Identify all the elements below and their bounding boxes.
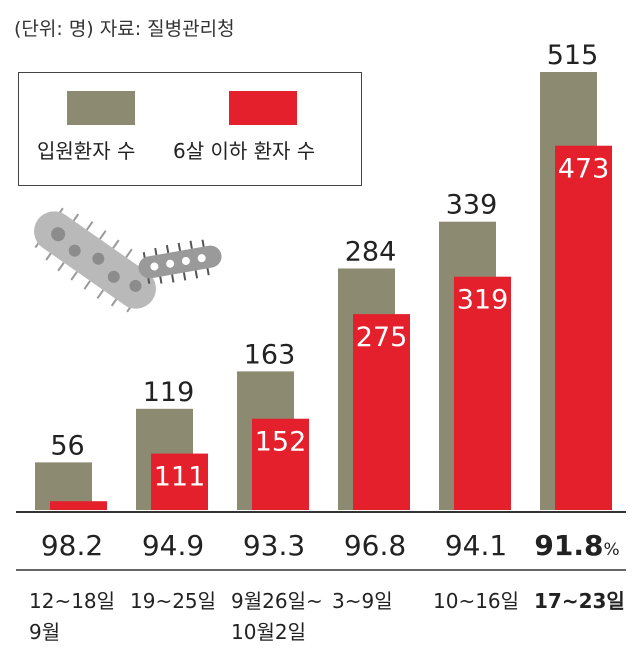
- source-note: (단위: 명) 자료: 질병관리청: [14, 18, 235, 40]
- ratio-0: 98.2: [41, 529, 103, 562]
- bar-under6-1: [151, 453, 208, 510]
- bacteria-illustration: [34, 207, 222, 313]
- label-under6-3: 275: [356, 322, 408, 353]
- label-inpatients-0: 56: [50, 430, 84, 461]
- label-under6-1: 111: [154, 462, 206, 493]
- label-under6-2: 152: [255, 427, 307, 458]
- bar-under6-5: [555, 145, 612, 510]
- ratio-3: 96.8: [344, 529, 406, 562]
- category-label-2-1: 10월2일: [231, 620, 306, 644]
- bar-under6-2: [252, 418, 309, 510]
- bar-under6-4: [454, 276, 511, 510]
- bar-under6-3: [353, 314, 410, 510]
- bar-under6-0: [50, 501, 107, 510]
- category-label-3: 3~9일: [332, 589, 393, 613]
- label-inpatients-4: 339: [446, 190, 498, 221]
- category-label-5: 17~23일: [534, 589, 625, 613]
- label-inpatients-5: 515: [547, 40, 599, 71]
- label-under6-5: 473: [558, 154, 610, 185]
- category-label-1: 19~25일: [130, 589, 216, 613]
- legend: 입원환자 수 6살 이하 환자 수: [18, 72, 362, 186]
- ratio-1: 94.9: [142, 529, 204, 562]
- legend-label-under6: 6살 이하 환자 수: [173, 139, 316, 163]
- label-inpatients-3: 284: [345, 236, 397, 267]
- legend-swatch-under6: [229, 91, 297, 125]
- legend-swatch-inpatients: [67, 91, 135, 125]
- legend-label-inpatients: 입원환자 수: [37, 139, 136, 163]
- label-inpatients-1: 119: [143, 377, 195, 408]
- category-label-2-0: 9월26일~: [231, 589, 323, 613]
- small-bacterium-icon: [138, 239, 222, 284]
- label-under6-0: 55: [61, 509, 95, 540]
- ratio-5: 91.8%: [534, 529, 619, 562]
- ratio-4: 94.1: [445, 529, 507, 562]
- category-label-4: 10~16일: [433, 589, 519, 613]
- ratio-2: 93.3: [243, 529, 305, 562]
- label-inpatients-2: 163: [244, 339, 296, 370]
- category-label-0-0: 12~18일: [29, 589, 115, 613]
- category-label-0-1: 9월: [29, 620, 60, 644]
- label-under6-4: 319: [457, 285, 509, 316]
